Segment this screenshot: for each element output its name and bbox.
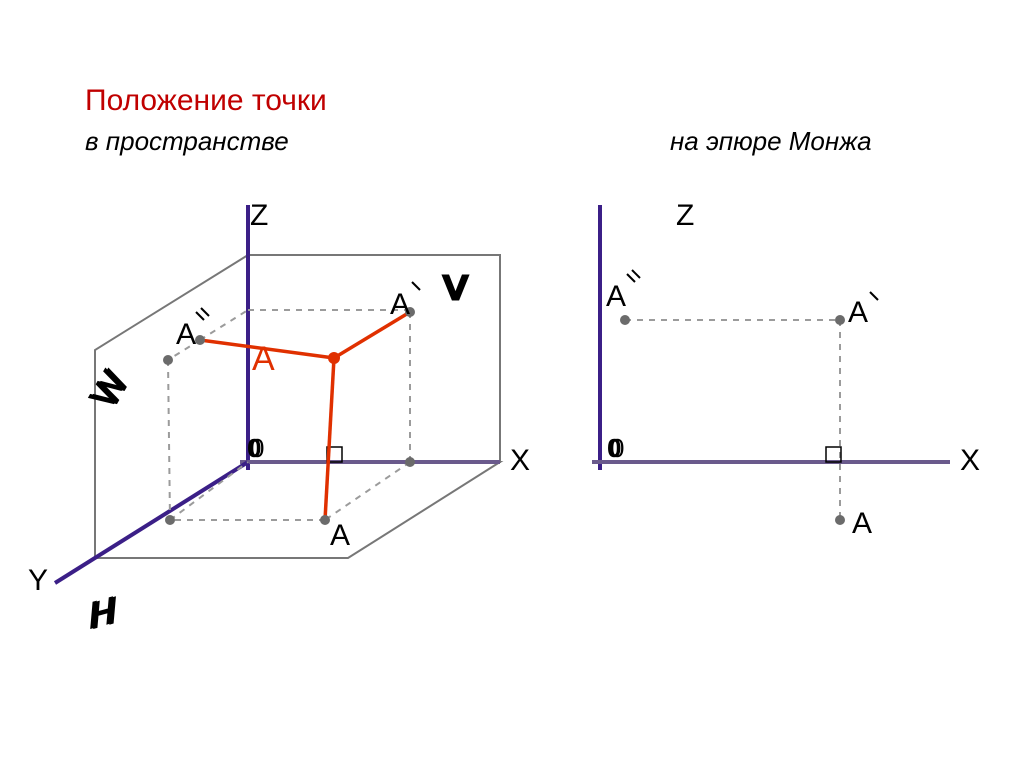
- axis-z-label-left: Z: [250, 199, 268, 232]
- axis-z-label-right: Z: [676, 199, 694, 232]
- point-a-h-right: [835, 515, 845, 525]
- point-a-h-label-left: А: [330, 519, 350, 552]
- point-a-3d: [328, 352, 340, 364]
- plane-v-label: V: [445, 267, 469, 308]
- axis-y-left: [55, 462, 248, 583]
- right-grey-points: [620, 315, 845, 525]
- dprime-tick-right-2: [632, 270, 640, 278]
- prime-tick-right: [870, 292, 878, 300]
- plane-w-label: W: [84, 364, 137, 414]
- origin-label-right: 0: [610, 433, 624, 463]
- dprime-tick-left-2: [201, 308, 209, 316]
- dprime-tick-right-1: [627, 274, 635, 282]
- point-a-prime-right: [835, 315, 845, 325]
- point-a-h-label-right: А: [852, 507, 872, 540]
- right-angle-marker-right: [826, 447, 841, 462]
- point-a-dprime-w-left: [195, 335, 205, 345]
- axis-x-label-right: X: [960, 444, 980, 477]
- title-main: Положение точки: [85, 84, 327, 117]
- point-a-prime-label-left: А: [390, 288, 410, 321]
- prime-tick-left-v: [412, 282, 420, 290]
- point-a-label-red: А: [252, 340, 275, 378]
- point-a-dprime-label-right: А: [606, 280, 626, 313]
- axis-y-label-left: Y: [28, 564, 48, 597]
- left-3d-diagram: Z X Y 0 0 V V W W H H: [28, 199, 530, 637]
- right-epure-diagram: Z X 0 0 А А А: [592, 199, 980, 540]
- point-a-h-left: [320, 515, 330, 525]
- title-sub-left: в пространстве: [85, 126, 289, 156]
- plane-h-label: H: [90, 588, 119, 638]
- dprime-tick-left-1: [196, 312, 204, 320]
- point-a-dprime-right: [620, 315, 630, 325]
- red-projection-lines: [200, 312, 410, 520]
- point-a-prime-label-right: А: [848, 296, 868, 329]
- title-sub-right: на эпюре Монжа: [670, 126, 872, 156]
- point-a-dprime-label-left: А: [176, 318, 196, 351]
- plane-h-edge: [95, 462, 500, 558]
- point-aux-left-3: [163, 355, 173, 365]
- point-aux-left-1: [165, 515, 175, 525]
- right-dashed-group: [625, 320, 840, 520]
- origin-label-left: 0: [250, 433, 264, 463]
- point-aux-left-2: [405, 457, 415, 467]
- axis-x-label-left: X: [510, 444, 530, 477]
- projection-diagram: Положение точки в пространстве на эпюре …: [0, 0, 1024, 768]
